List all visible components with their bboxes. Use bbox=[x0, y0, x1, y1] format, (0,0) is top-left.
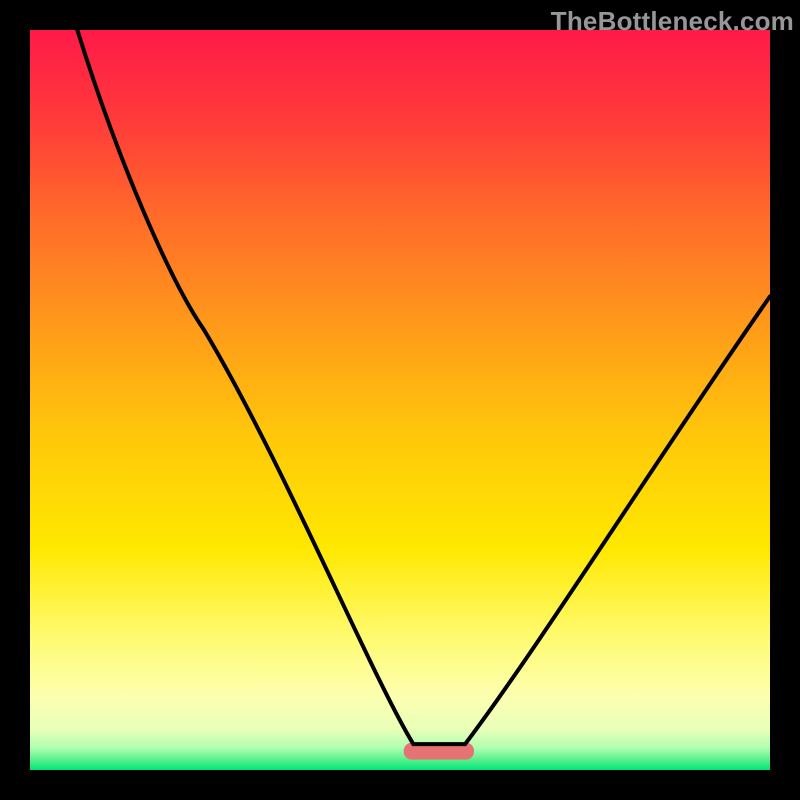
border-bottom bbox=[0, 770, 800, 800]
chart-svg bbox=[0, 0, 800, 800]
border-left bbox=[0, 0, 30, 800]
border-right bbox=[770, 0, 800, 800]
watermark-text: TheBottleneck.com bbox=[551, 6, 794, 37]
plot-background bbox=[30, 30, 770, 770]
chart-stage: TheBottleneck.com bbox=[0, 0, 800, 800]
